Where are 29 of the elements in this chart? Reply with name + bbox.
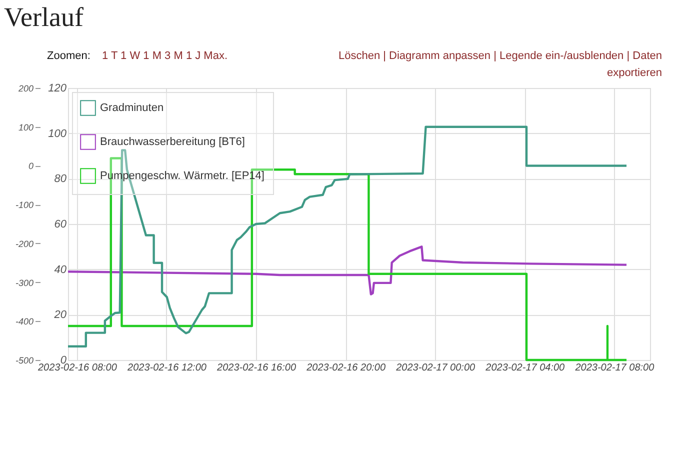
y-tick-label: 40 <box>54 264 68 276</box>
x-tick-label: 2023-02-16 12:00 <box>126 362 207 374</box>
y2-tick-label: 200 <box>17 84 34 94</box>
y-tick-label: 80 <box>54 173 68 186</box>
y-tick-label: 120 <box>48 82 68 94</box>
y2-tick-label: -400 <box>15 316 34 327</box>
x-tick-label: 2023-02-16 08:00 <box>36 362 118 374</box>
y2-tick-label: -200 <box>15 238 34 249</box>
y2-tick-label: 0 <box>28 161 34 172</box>
chart-title: Verlauf <box>4 2 84 32</box>
y2-tick-label: -500 <box>15 356 34 366</box>
y-tick-label: 20 <box>53 309 68 322</box>
y-tick-label: 100 <box>48 128 68 140</box>
y2-tick-label: 100 <box>18 122 34 132</box>
x-tick-label: 2023-02-16 20:00 <box>306 362 386 374</box>
text: Zoomen: 1 T 1 W 1 M 3 M 1 J Max. <box>47 50 228 62</box>
x-tick-label: 2023-02-17 08:00 <box>574 362 655 374</box>
line-series <box>66 157 628 362</box>
line-series <box>66 246 628 296</box>
text: Löschen | Diagramm anpassen | Legende ein-/ausblenden | Daten exportieren <box>338 50 662 79</box>
x-tick-label: 2023-02-17 04:00 <box>484 362 566 374</box>
y-tick-label: 60 <box>54 218 68 230</box>
legend-label: Gradminuten <box>100 102 164 114</box>
x-tick-label: 2023-02-17 00:00 <box>395 362 476 374</box>
y2-tick-label: -100 <box>15 200 34 210</box>
y2-tick-label: -300 <box>15 278 34 288</box>
legend-label: Brauchwasserbereitung [BT6] <box>100 136 245 148</box>
x-tick-label: 2023-02-16 16:00 <box>216 362 296 374</box>
line-series <box>66 126 628 348</box>
